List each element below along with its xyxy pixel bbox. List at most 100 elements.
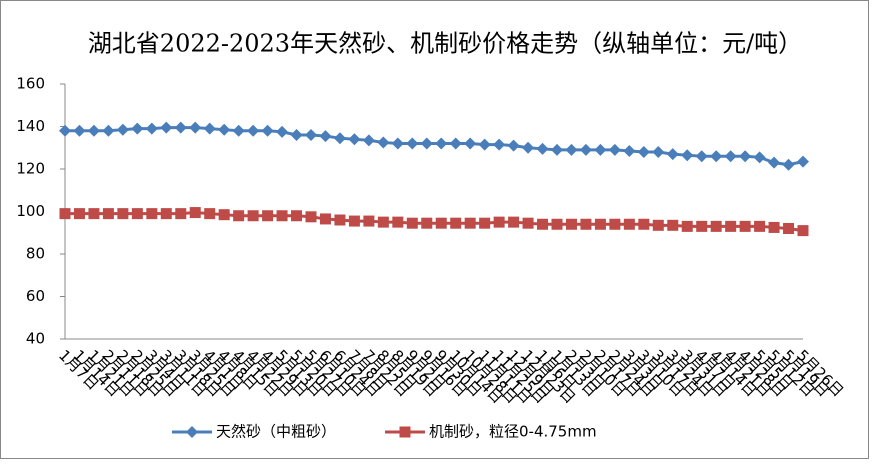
point bbox=[160, 208, 172, 220]
point bbox=[435, 217, 447, 229]
point bbox=[493, 138, 506, 151]
point bbox=[116, 123, 129, 136]
point bbox=[276, 125, 289, 138]
point bbox=[276, 210, 288, 222]
point bbox=[681, 149, 694, 162]
point bbox=[406, 217, 418, 229]
point bbox=[102, 208, 114, 220]
point bbox=[348, 133, 361, 146]
point bbox=[768, 221, 780, 233]
point bbox=[608, 143, 621, 156]
point bbox=[753, 151, 766, 164]
point bbox=[377, 136, 390, 149]
point bbox=[522, 141, 535, 154]
point bbox=[782, 158, 795, 171]
point bbox=[464, 217, 476, 229]
point bbox=[261, 124, 274, 137]
point bbox=[117, 208, 129, 220]
point bbox=[710, 220, 722, 232]
point bbox=[186, 426, 198, 438]
point bbox=[59, 208, 71, 220]
point bbox=[508, 216, 520, 228]
point bbox=[652, 219, 664, 231]
point bbox=[739, 220, 751, 232]
point bbox=[580, 218, 592, 230]
y-tick-label: 40 bbox=[26, 330, 45, 348]
point bbox=[797, 225, 809, 237]
point bbox=[247, 210, 259, 222]
point bbox=[160, 121, 173, 134]
point bbox=[724, 150, 737, 163]
point bbox=[218, 209, 230, 221]
chart-title: 湖北省2022-2023年天然砂、机制砂价格走势（纵轴单位：元/吨） bbox=[88, 30, 802, 58]
point bbox=[131, 122, 144, 135]
y-tick-label: 160 bbox=[16, 75, 45, 93]
point bbox=[797, 155, 809, 168]
point bbox=[262, 210, 274, 222]
point bbox=[348, 215, 360, 227]
y-tick-label: 140 bbox=[16, 117, 45, 135]
point bbox=[377, 216, 389, 228]
point bbox=[391, 137, 404, 150]
point bbox=[420, 137, 433, 150]
y-tick-label: 80 bbox=[26, 245, 45, 263]
point bbox=[493, 216, 505, 228]
point bbox=[87, 124, 100, 137]
y-tick-label: 60 bbox=[26, 287, 45, 305]
point bbox=[174, 121, 187, 134]
chart-border bbox=[0, 0, 869, 459]
point bbox=[739, 150, 752, 163]
point bbox=[435, 137, 448, 150]
point bbox=[290, 129, 303, 141]
point bbox=[725, 220, 737, 232]
series-line bbox=[65, 211, 804, 233]
point bbox=[189, 121, 202, 134]
point bbox=[551, 218, 563, 230]
point bbox=[73, 124, 86, 137]
point bbox=[681, 220, 693, 232]
legend-label: 天然砂（中粗砂） bbox=[216, 423, 336, 441]
point bbox=[623, 144, 636, 157]
point bbox=[102, 124, 115, 137]
point bbox=[666, 148, 679, 161]
point bbox=[319, 213, 331, 225]
point bbox=[478, 138, 491, 151]
point bbox=[667, 219, 679, 231]
y-tick-label: 100 bbox=[16, 202, 45, 220]
point bbox=[507, 139, 520, 152]
point bbox=[637, 146, 650, 158]
legend-label: 机制砂，粒径0-4.75mm bbox=[429, 423, 597, 441]
point bbox=[450, 217, 462, 229]
point bbox=[291, 210, 303, 222]
point bbox=[710, 150, 723, 163]
point bbox=[362, 134, 375, 147]
point bbox=[334, 214, 346, 226]
point bbox=[565, 143, 578, 156]
point bbox=[232, 124, 245, 137]
point bbox=[73, 208, 85, 220]
point bbox=[88, 208, 100, 220]
point bbox=[305, 129, 317, 141]
point bbox=[522, 217, 534, 229]
point bbox=[579, 143, 592, 156]
point bbox=[233, 210, 245, 222]
point bbox=[421, 217, 433, 229]
point bbox=[609, 218, 621, 230]
point bbox=[449, 137, 462, 150]
point bbox=[333, 132, 346, 145]
point bbox=[131, 208, 143, 220]
point bbox=[696, 220, 708, 232]
point bbox=[363, 215, 375, 227]
point bbox=[204, 208, 216, 220]
point bbox=[594, 218, 606, 230]
point bbox=[319, 130, 332, 143]
y-tick-label: 120 bbox=[16, 160, 45, 178]
point bbox=[623, 218, 635, 230]
point bbox=[754, 220, 766, 232]
point bbox=[652, 146, 665, 158]
point bbox=[783, 223, 795, 234]
point bbox=[399, 426, 411, 438]
point bbox=[551, 143, 563, 156]
point bbox=[464, 137, 477, 150]
